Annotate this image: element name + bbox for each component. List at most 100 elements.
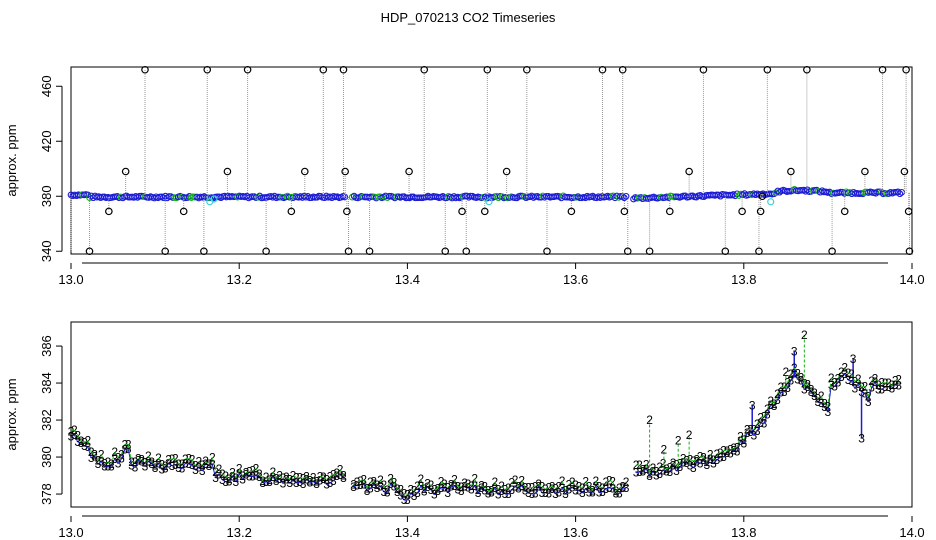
- series-line: [696, 455, 701, 460]
- series-line: [188, 457, 193, 460]
- outlier-point: [787, 167, 795, 176]
- series-line: [709, 454, 714, 461]
- series-line: [110, 451, 116, 465]
- series-line: [312, 481, 317, 485]
- series-line: [773, 393, 778, 405]
- series-line: [548, 485, 553, 489]
- series-line: [605, 480, 610, 483]
- series-line: [474, 485, 479, 494]
- series-line: [776, 386, 782, 395]
- marker-2: 2: [783, 365, 790, 379]
- series-line: [235, 468, 240, 478]
- outlier-point: [458, 207, 466, 216]
- series-line: [464, 482, 469, 485]
- series-line: [683, 458, 687, 461]
- y-tick-label: 340: [39, 240, 54, 262]
- series-line: [238, 473, 243, 480]
- outlier-point: [620, 207, 629, 216]
- series-line: [316, 476, 321, 482]
- series-line: [847, 379, 852, 382]
- series-line: [740, 440, 745, 444]
- series-line: [672, 462, 677, 465]
- series-line: [706, 454, 711, 463]
- outlier-point: [721, 247, 730, 256]
- series-line: [642, 468, 647, 472]
- series-line: [110, 458, 116, 467]
- data-point: [622, 192, 630, 200]
- outlier-point: [878, 65, 887, 74]
- outlier-point: [179, 207, 188, 216]
- series-line: [615, 487, 620, 492]
- series-line: [360, 483, 364, 486]
- series-line: [353, 481, 358, 486]
- series-line: [238, 468, 244, 477]
- series-line: [77, 441, 82, 444]
- series-line: [672, 465, 677, 472]
- series-line: [393, 482, 398, 490]
- series-line: [141, 461, 146, 467]
- series-line: [800, 380, 805, 390]
- outlier-point: [756, 207, 765, 216]
- outlier-point: [339, 65, 348, 74]
- x-tick-label: 13.0: [58, 525, 83, 540]
- series-line: [114, 458, 119, 464]
- series-line: [70, 429, 75, 432]
- series-line: [205, 463, 210, 467]
- series-line: [296, 481, 300, 484]
- series-line: [420, 478, 425, 489]
- series-line: [770, 400, 775, 405]
- outlier-point: [405, 167, 413, 176]
- series-line: [289, 480, 294, 484]
- series-line: [164, 463, 169, 469]
- series-line: [534, 486, 540, 494]
- series-line: [599, 491, 603, 494]
- plot-frame: [70, 321, 913, 508]
- series-line: [299, 477, 304, 479]
- x-tick-label: 13.8: [731, 525, 756, 540]
- series-line: [366, 482, 371, 489]
- series-line: [878, 381, 883, 386]
- series-line: [555, 492, 559, 495]
- series-line: [117, 458, 122, 464]
- series-line: [174, 458, 180, 465]
- outlier-point: [755, 247, 763, 256]
- y-tick-label: 380: [39, 446, 54, 468]
- series-line: [326, 476, 331, 480]
- series-line: [258, 473, 264, 482]
- series-line: [598, 485, 603, 489]
- chart-panel-top: 13.0 13.2 13.4 13.6 13.8 14.0 340 380 420 460 appr…: [4, 65, 925, 287]
- series-line: [161, 464, 166, 467]
- series-line: [827, 384, 832, 413]
- marker-3: 3: [850, 352, 857, 366]
- series-line: [383, 484, 388, 491]
- series-line: [302, 475, 307, 479]
- series-line: [669, 465, 674, 473]
- outlier-point: [480, 207, 489, 216]
- marker-2: 2: [661, 443, 668, 457]
- x-tick-label: 13.6: [563, 525, 588, 540]
- series-line: [312, 477, 317, 482]
- series-line: [292, 475, 297, 478]
- series-line: [814, 392, 819, 399]
- series-line: [699, 459, 704, 464]
- series-line: [867, 387, 873, 403]
- series-line: [706, 458, 711, 466]
- series-line: [713, 453, 718, 461]
- series-line: [491, 487, 496, 493]
- series-line: [427, 486, 432, 491]
- series-line: [824, 406, 829, 413]
- series-line: [517, 480, 523, 487]
- series-line: [857, 384, 863, 393]
- series-line: [763, 408, 768, 417]
- series-line: [807, 386, 812, 393]
- series-line: [871, 381, 876, 388]
- series-line: [120, 444, 126, 455]
- y-tick-label: 384: [39, 372, 54, 394]
- series-line: [740, 436, 745, 441]
- series-line: [302, 479, 307, 485]
- series-line: [854, 383, 859, 389]
- series-line: [840, 367, 846, 373]
- y-tick-label: 382: [39, 409, 54, 431]
